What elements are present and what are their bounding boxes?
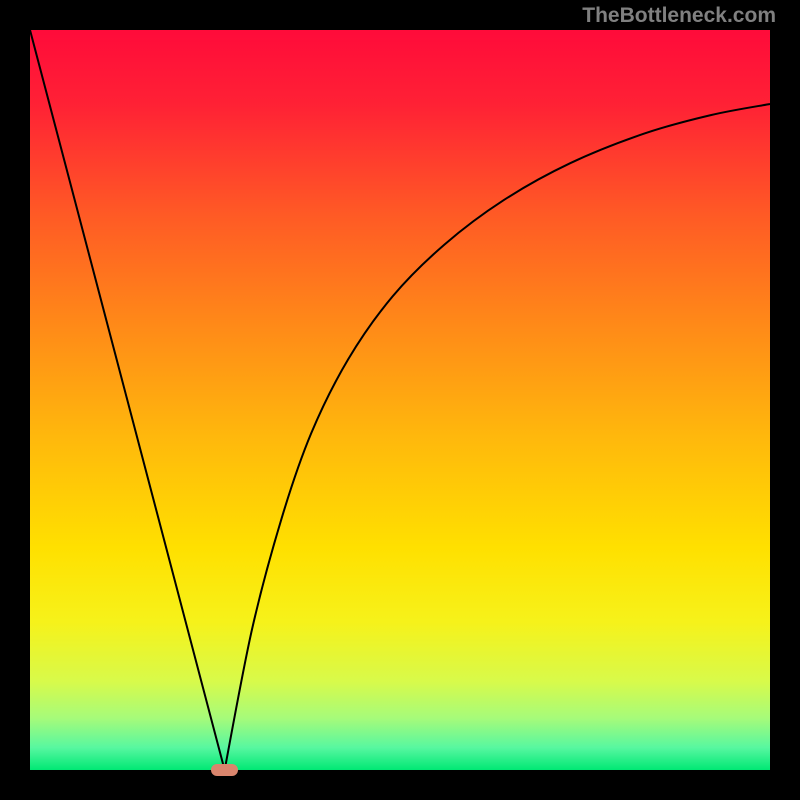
- curve-path: [30, 30, 770, 770]
- plot-area: [30, 30, 770, 770]
- attribution-label: TheBottleneck.com: [582, 4, 776, 28]
- min-marker: [211, 764, 238, 776]
- bottleneck-curve: [30, 30, 770, 770]
